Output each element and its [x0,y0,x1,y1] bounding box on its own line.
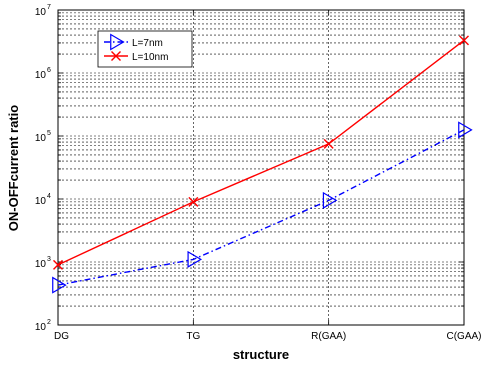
series-2-point [188,196,199,207]
marker-stroke [323,138,334,149]
y-tick-exponent: 3 [47,256,51,263]
marker-stroke [53,259,63,270]
y-tick-label: 10 [35,70,47,81]
y-tick-label: 10 [35,7,47,18]
series-1-point [52,276,67,294]
y-tick-exponent: 4 [47,193,51,200]
grid [58,10,464,325]
y-tick-exponent: 5 [47,130,51,137]
series-1-point [322,191,338,209]
legend: L=7nm L=10nm [97,30,193,68]
legend-label: L=10nm [132,52,168,63]
y-tick-label: 10 [35,196,47,207]
legend-marker [111,51,121,61]
y-tick-label: 10 [35,322,47,333]
legend-label: L=7nm [132,38,163,49]
series-2-point [53,259,63,270]
y-tick-label: 10 [35,133,47,144]
marker-stroke [188,196,199,207]
legend-marker [110,33,125,51]
plot-frame [57,9,465,326]
x-axis-title: structure [233,347,289,362]
y-tick-exponent: 2 [47,319,51,326]
x-tick-label: R(GAA) [311,331,346,342]
series-2-point [323,138,334,149]
y-axis-title: ON-OFFcurrent ratio [6,105,21,231]
legend-box [97,30,193,68]
series-2-point [459,35,469,46]
series-1-point [458,121,473,139]
series-line-2 [57,39,465,266]
x-tick-label: DG [54,331,69,342]
y-tick-exponent: 7 [47,4,51,11]
x-tick-label: C(GAA) [447,331,481,342]
marker-stroke [459,35,469,46]
x-tick-label: TG [186,331,200,342]
y-tick-exponent: 6 [47,67,51,74]
marker-stroke [111,51,121,61]
series-line-1 [57,129,465,286]
y-tick-label: 10 [35,259,47,270]
series-1-point [187,250,203,268]
series-layer [52,35,473,294]
